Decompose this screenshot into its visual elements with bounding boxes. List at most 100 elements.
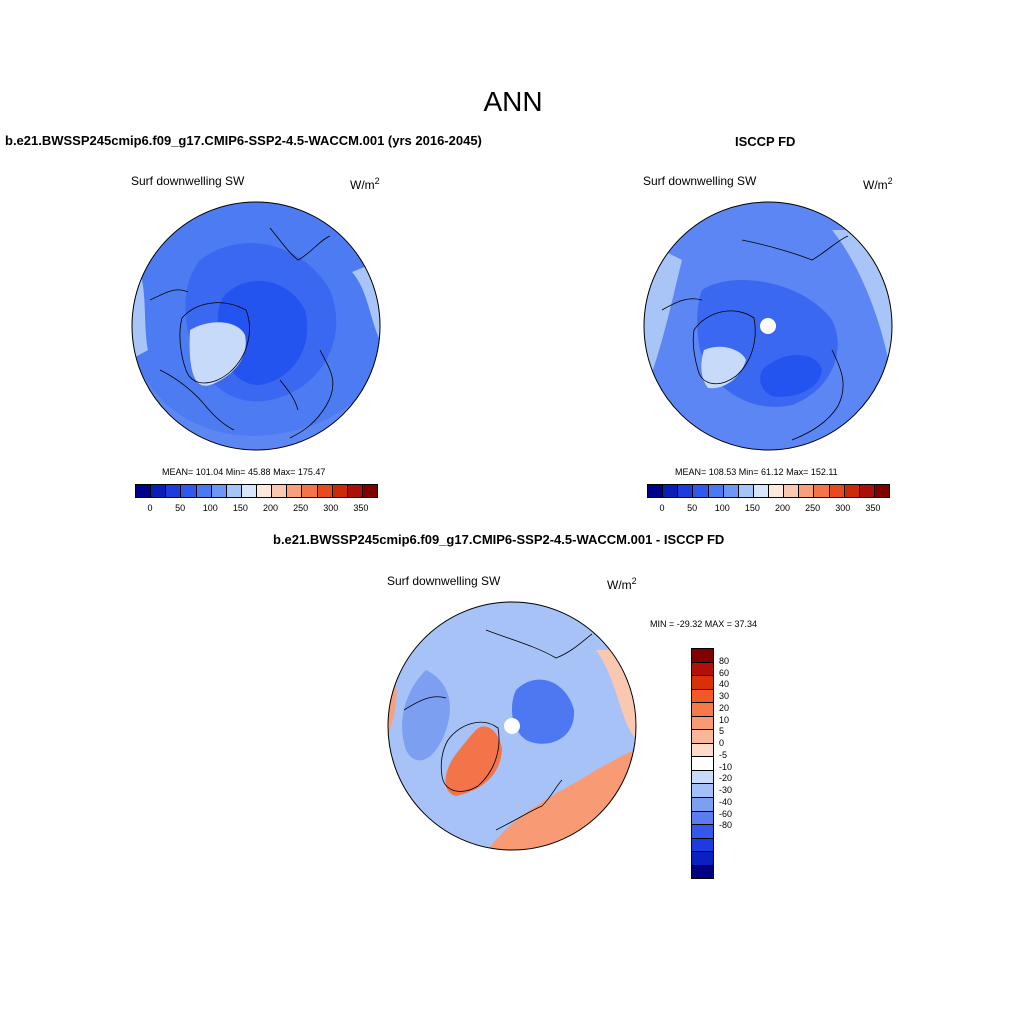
model-outer-band	[132, 350, 380, 450]
diff-colorbar-box	[692, 662, 713, 677]
diff-colorbar-box	[692, 676, 713, 690]
diff-colorbar-box	[692, 757, 713, 771]
diff-colorbar-tick-label: 0	[719, 738, 725, 749]
diff-negative-region-west	[402, 670, 450, 761]
obs-colorbar-box	[738, 485, 754, 497]
obs-low-region-east	[832, 230, 892, 400]
diff-colorbar-box	[692, 743, 713, 758]
diff-colorbar-tick-label: -40	[719, 796, 733, 807]
obs-colorbar-tick-label: 150	[744, 503, 760, 513]
obs-colorbar-tick-label: 300	[835, 503, 851, 513]
diff-colorbar-box	[692, 798, 713, 812]
model-map-border	[131, 201, 381, 451]
diff-coastlines	[403, 629, 593, 831]
diff-colorbar-box	[692, 649, 713, 663]
diff-minmax-label: MIN = -29.32 MAX = 37.34	[650, 619, 758, 629]
model-variable-label: Surf downwelling SW	[131, 174, 245, 188]
obs-colorbar-tick-label: 50	[687, 503, 698, 513]
model-colorbar-box	[196, 485, 212, 497]
diff-colorbar-box	[692, 770, 713, 785]
model-panel-title: b.e21.BWSSP245cmip6.f09_g17.CMIP6-SSP2-4…	[5, 133, 482, 148]
diff-colorbar-box	[692, 730, 713, 744]
model-colorbar	[135, 484, 378, 498]
diff-colorbar-tick-label: 10	[719, 714, 730, 725]
diff-colorbar-box	[692, 865, 713, 879]
obs-colorbar-box	[678, 485, 694, 497]
obs-polar-map	[643, 201, 893, 451]
model-colorbar-tick-label: 100	[202, 503, 218, 513]
diff-colorbar	[691, 648, 714, 880]
diff-colorbar-tick-label: 30	[719, 691, 730, 702]
diff-colorbar-box	[692, 811, 713, 826]
model-colorbar-box	[211, 485, 227, 497]
obs-colorbar-tick-label: 250	[805, 503, 821, 513]
obs-core-low-field	[760, 355, 822, 397]
model-colorbar-tick-label: 200	[263, 503, 279, 513]
diff-colorbar-tick-label: -20	[719, 773, 733, 784]
obs-colorbar	[647, 484, 890, 498]
diff-units-label: W/m2	[607, 576, 637, 592]
diff-colorbar-box	[692, 784, 713, 799]
model-colorbar-box	[287, 485, 303, 497]
model-colorbar-tick-label: 350	[353, 503, 369, 513]
diff-negative-region-center	[511, 679, 575, 744]
model-colorbar-box	[257, 485, 273, 497]
obs-missing-pole	[760, 318, 776, 334]
model-stats: MEAN= 101.04 Min= 45.88 Max= 175.47	[162, 467, 326, 477]
diff-colorbar-tick-label: -5	[719, 749, 728, 760]
obs-units-label: W/m2	[863, 176, 893, 192]
obs-colorbar-box	[844, 485, 860, 497]
model-colorbar-box	[151, 485, 167, 497]
model-colorbar-box	[181, 485, 197, 497]
model-colorbar-box	[332, 485, 348, 497]
obs-colorbar-tick-label: 0	[659, 503, 665, 513]
diff-missing-pole	[504, 718, 520, 734]
obs-greenland-field	[701, 346, 746, 389]
obs-colorbar-box	[874, 485, 889, 497]
obs-panel-title: ISCCP FD	[735, 134, 796, 149]
diff-colorbar-box	[692, 716, 713, 731]
model-colorbar-box	[226, 485, 242, 497]
model-colorbar-tick-label: 300	[323, 503, 339, 513]
obs-colorbar-box	[708, 485, 724, 497]
model-colorbar-box	[241, 485, 257, 497]
diff-variable-label: Surf downwelling SW	[387, 574, 501, 588]
model-colorbar-box	[302, 485, 318, 497]
model-colorbar-tick-label: 250	[293, 503, 309, 513]
obs-stats: MEAN= 108.53 Min= 61.12 Max= 152.11	[675, 467, 838, 477]
obs-colorbar-tick-label: 350	[865, 503, 881, 513]
model-polar-map	[131, 201, 381, 451]
model-colorbar-tick-label: 50	[175, 503, 186, 513]
diff-map-border	[387, 601, 637, 851]
obs-colorbar-box	[693, 485, 709, 497]
model-units-label: W/m2	[350, 176, 380, 192]
diff-colorbar-box	[692, 703, 713, 717]
obs-map-border	[643, 201, 893, 451]
model-colorbar-tick-label: 0	[147, 503, 153, 513]
diff-polar-map	[387, 601, 637, 851]
diff-colorbar-tick-label: 40	[719, 679, 730, 690]
diff-colorbar-tick-label: -80	[719, 820, 733, 831]
obs-colorbar-tick-label: 100	[714, 503, 730, 513]
obs-colorbar-box	[814, 485, 830, 497]
obs-colorbar-tick-label: 200	[775, 503, 791, 513]
obs-colorbar-box	[753, 485, 769, 497]
model-coastlines	[149, 227, 334, 439]
obs-colorbar-box	[769, 485, 785, 497]
model-colorbar-box	[347, 485, 363, 497]
main-title: ANN	[483, 86, 543, 117]
model-colorbar-box	[317, 485, 333, 497]
model-colorbar-box	[362, 485, 377, 497]
diff-colorbar-box	[692, 838, 713, 853]
obs-colorbar-box	[799, 485, 815, 497]
diff-colorbar-tick-label: 60	[719, 667, 730, 678]
obs-variable-label: Surf downwelling SW	[643, 174, 757, 188]
model-colorbar-box	[136, 485, 152, 497]
obs-colorbar-box	[859, 485, 875, 497]
model-colorbar-box	[272, 485, 288, 497]
diff-positive-region-greenland	[445, 726, 502, 796]
diff-panel-title: b.e21.BWSSP245cmip6.f09_g17.CMIP6-SSP2-4…	[273, 532, 725, 547]
diff-colorbar-tick-label: -60	[719, 808, 733, 819]
obs-colorbar-box	[723, 485, 739, 497]
diff-colorbar-tick-label: 5	[719, 726, 725, 737]
